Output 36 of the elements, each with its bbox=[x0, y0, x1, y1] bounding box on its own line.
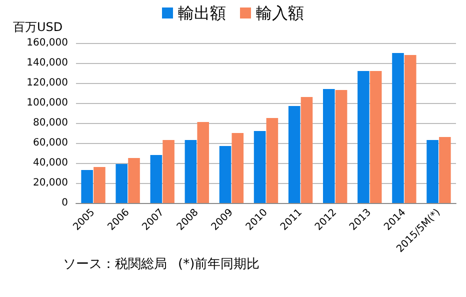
bar bbox=[426, 140, 438, 203]
y-tick-label: 20,000 bbox=[33, 178, 68, 188]
y-tick-label: 80,000 bbox=[33, 118, 68, 128]
text: (*)前年同期比 bbox=[178, 257, 260, 272]
bar bbox=[300, 97, 313, 203]
y-tick-label: 60,000 bbox=[33, 138, 68, 148]
y-tick-label: 120,000 bbox=[26, 78, 68, 88]
bar bbox=[128, 158, 140, 203]
y-axis-title: 百万USD bbox=[13, 20, 63, 34]
bar bbox=[219, 146, 232, 203]
y-tick-label: 160,000 bbox=[26, 38, 68, 48]
bar bbox=[392, 53, 404, 203]
legend-label: 輸入額 bbox=[256, 4, 304, 22]
bar bbox=[81, 170, 93, 203]
y-tick-label: 40,000 bbox=[33, 158, 68, 168]
text: ソース：税関総局 bbox=[63, 257, 167, 272]
bar bbox=[323, 89, 335, 203]
bar bbox=[197, 122, 209, 203]
bar bbox=[94, 167, 106, 203]
bar bbox=[162, 140, 174, 203]
bar bbox=[404, 55, 416, 203]
y-tick-label: 100,000 bbox=[26, 98, 68, 108]
bar bbox=[266, 118, 278, 203]
bar bbox=[358, 71, 370, 203]
bar bbox=[439, 137, 451, 203]
bar bbox=[150, 155, 162, 203]
y-tick-label: 0 bbox=[62, 198, 68, 208]
legend-label: 輸出額 bbox=[178, 4, 226, 22]
y-tick-label: 140,000 bbox=[26, 58, 68, 68]
bar bbox=[335, 90, 348, 203]
bar bbox=[370, 71, 382, 203]
bar bbox=[232, 133, 244, 203]
bar bbox=[116, 164, 128, 203]
bar bbox=[254, 131, 266, 203]
bar bbox=[288, 106, 300, 203]
bar bbox=[184, 140, 197, 203]
